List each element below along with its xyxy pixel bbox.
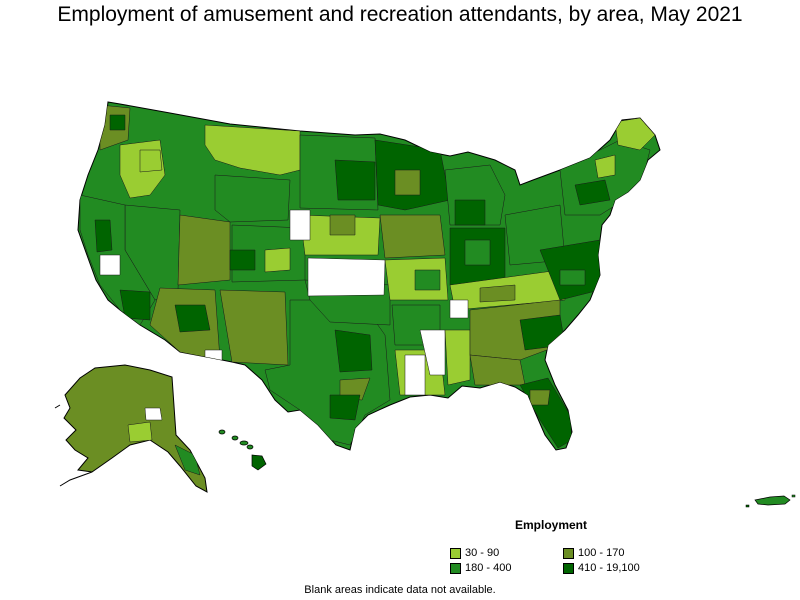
legend-label-1: 30 - 90 <box>465 547 500 559</box>
legend-label-3: 180 - 400 <box>465 562 512 574</box>
map-legend: Employment 30 - 90 100 - 170 180 - 400 4… <box>450 518 670 578</box>
alaska-region <box>54 364 208 493</box>
choropleth-map <box>54 101 796 508</box>
legend-item-4: 410 - 19,100 <box>563 562 640 574</box>
legend-swatch-4 <box>563 562 574 574</box>
legend-swatch-2 <box>563 547 574 559</box>
legend-label-4: 410 - 19,100 <box>578 562 640 574</box>
blank-areas-note: Blank areas indicate data not available. <box>304 584 496 596</box>
legend-swatch-1 <box>450 547 461 559</box>
map-title: Employment of amusement and recreation a… <box>57 3 743 26</box>
hawaii-region <box>218 429 267 471</box>
legend-swatch-3 <box>450 562 461 574</box>
puerto-rico-region <box>745 494 796 508</box>
legend-item-2: 100 - 170 <box>563 547 624 559</box>
legend-item-3: 180 - 400 <box>450 562 511 574</box>
legend-item-1: 30 - 90 <box>450 547 499 559</box>
legend-label-2: 100 - 170 <box>578 547 625 559</box>
legend-title: Employment <box>515 518 588 532</box>
contiguous-us-region <box>77 101 661 451</box>
